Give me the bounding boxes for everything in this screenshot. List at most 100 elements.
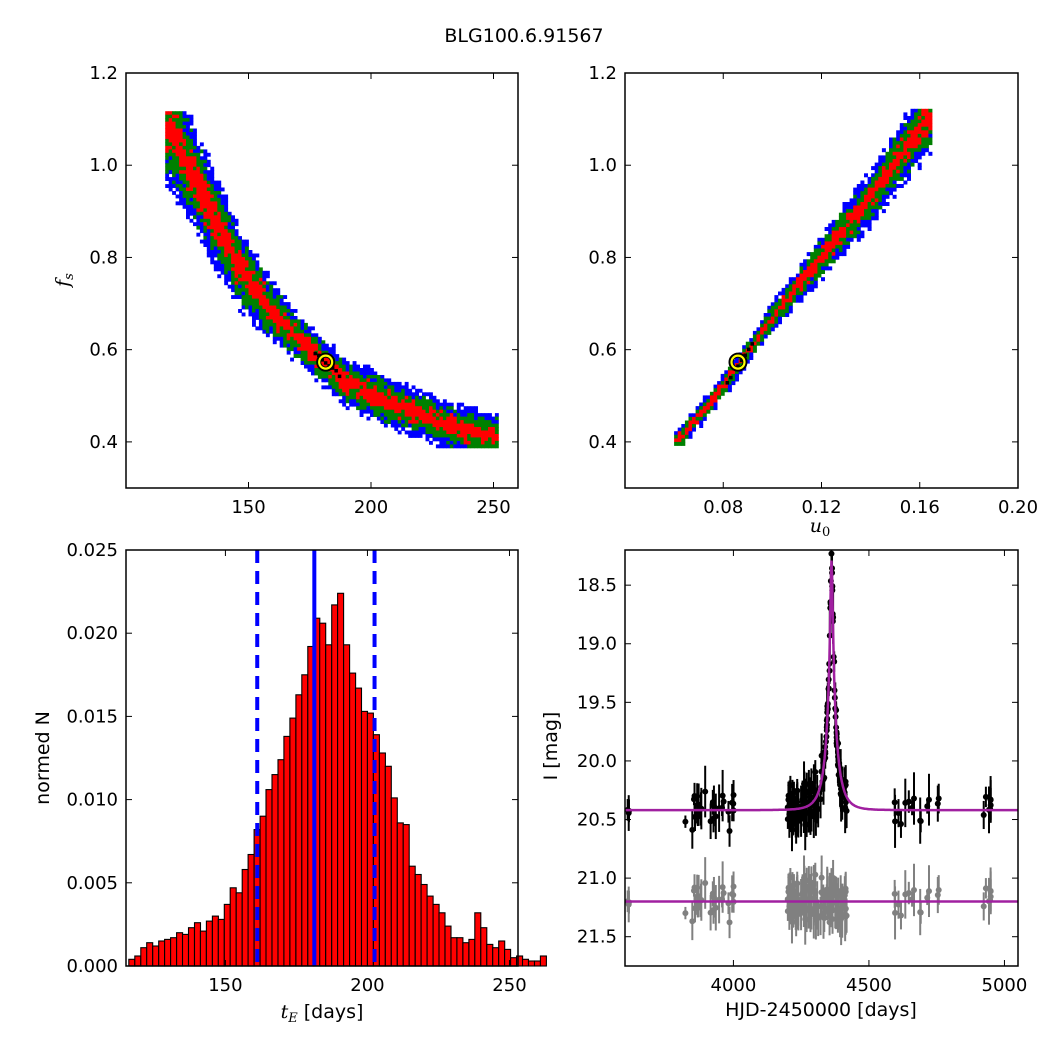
heatmap-cell xyxy=(474,427,478,431)
heatmap-cell xyxy=(300,329,305,334)
heatmap-cell xyxy=(491,437,496,442)
heatmap-cell xyxy=(210,197,215,202)
heatmap-cell xyxy=(383,381,388,386)
heatmap-cell xyxy=(860,234,865,239)
heatmap-cell xyxy=(265,322,270,327)
heatmap-cell xyxy=(224,229,229,234)
heatmap-cell xyxy=(828,259,833,264)
heatmap-cell xyxy=(172,156,176,161)
heatmap-cell xyxy=(380,392,385,397)
heatmap-cell xyxy=(272,336,277,341)
heatmap-cell xyxy=(488,434,492,438)
heatmap-cell xyxy=(252,305,256,310)
heatmap-cell xyxy=(432,399,437,404)
heatmap-cell xyxy=(397,409,402,414)
heatmap-cell xyxy=(206,173,211,178)
heatmap-cell xyxy=(324,350,329,355)
heatmap-cell xyxy=(255,298,260,303)
heatmap-cell xyxy=(210,236,215,240)
heatmap-cell xyxy=(335,354,340,358)
heatmap-cell xyxy=(727,388,732,393)
heatmap-cell xyxy=(321,350,326,355)
heatmap-cell xyxy=(415,427,419,431)
heatmap-cell xyxy=(460,437,465,442)
heatmap-core-cell xyxy=(323,361,328,365)
heatmap-cell xyxy=(241,274,246,279)
heatmap-cell xyxy=(867,187,872,192)
heatmap-cell xyxy=(411,395,416,400)
heatmap-cell xyxy=(300,350,305,355)
heatmap-cell xyxy=(831,234,836,239)
heatmap-cell xyxy=(474,440,478,445)
heatmap-cell xyxy=(864,219,868,224)
heatmap-cell xyxy=(269,302,274,306)
heatmap-cell xyxy=(788,309,793,314)
heatmap-cell xyxy=(193,201,197,206)
heatmap-cell xyxy=(856,205,861,210)
heatmap-cell xyxy=(853,234,858,239)
heatmap-cell xyxy=(172,177,176,181)
heatmap-cell xyxy=(238,288,242,293)
heatmap-cell xyxy=(928,119,933,124)
heatmap-cell xyxy=(265,298,270,303)
heatmap-cell xyxy=(387,378,392,383)
heatmap-cell xyxy=(770,316,775,321)
heatmap-cell xyxy=(182,187,187,192)
heatmap-cell xyxy=(899,169,904,174)
heatmap-cell xyxy=(702,413,707,418)
heatmap-cell xyxy=(477,420,482,424)
heatmap-cell xyxy=(363,406,367,411)
heatmap-cell xyxy=(238,236,242,240)
heatmap-cell xyxy=(217,215,222,220)
heatmap-cell xyxy=(874,173,879,178)
residual-point xyxy=(842,888,849,895)
histogram-bar xyxy=(492,947,500,967)
residual-point xyxy=(801,874,808,881)
heatmap-cell xyxy=(813,270,818,274)
heatmap-cell xyxy=(763,323,768,328)
heatmap-cell xyxy=(831,230,836,235)
heatmap-cell xyxy=(276,333,281,338)
heatmap-cell xyxy=(397,423,402,428)
heatmap-cell xyxy=(838,216,843,221)
heatmap-cell xyxy=(241,298,246,303)
heatmap-cell xyxy=(269,322,274,327)
heatmap-cell xyxy=(206,246,211,251)
heatmap-cell xyxy=(186,194,190,199)
heatmap-cell xyxy=(231,218,235,223)
heatmap-cell xyxy=(182,170,187,175)
heatmap-cell xyxy=(255,291,260,296)
heatmap-cell xyxy=(231,277,235,282)
heatmap-cell xyxy=(494,420,499,424)
heatmap-cell xyxy=(463,413,468,417)
heatmap-cell xyxy=(899,159,904,163)
heatmap-cell xyxy=(238,291,242,296)
heatmap-cell xyxy=(349,371,354,376)
heatmap-cell xyxy=(842,237,847,242)
y-tick-label: 20.5 xyxy=(577,810,617,831)
heatmap-cell xyxy=(408,399,413,404)
heatmap-cell xyxy=(853,187,858,192)
heatmap-cell xyxy=(735,373,739,378)
heatmap-cell xyxy=(234,239,239,244)
heatmap-cell xyxy=(824,259,829,264)
histogram-bar xyxy=(360,710,369,967)
heatmap-cell xyxy=(828,223,833,228)
heatmap-cell xyxy=(335,392,340,397)
heatmap-cell xyxy=(172,125,176,129)
heatmap-cell xyxy=(179,180,183,185)
heatmap-cell xyxy=(165,128,170,133)
heatmap-cell xyxy=(376,395,381,400)
heatmap-cell xyxy=(199,204,204,209)
data-point xyxy=(980,811,987,818)
heatmap-cell xyxy=(220,253,225,258)
heatmap-cell xyxy=(856,237,861,242)
heatmap-cell xyxy=(373,395,378,400)
heatmap-cell xyxy=(394,416,399,421)
heatmap-cell xyxy=(234,236,239,240)
heatmap-cell xyxy=(484,430,489,435)
heatmap-cell xyxy=(307,340,312,345)
data-point xyxy=(709,799,716,806)
heatmap-cell xyxy=(220,260,225,265)
heatmap-cell xyxy=(467,430,472,435)
